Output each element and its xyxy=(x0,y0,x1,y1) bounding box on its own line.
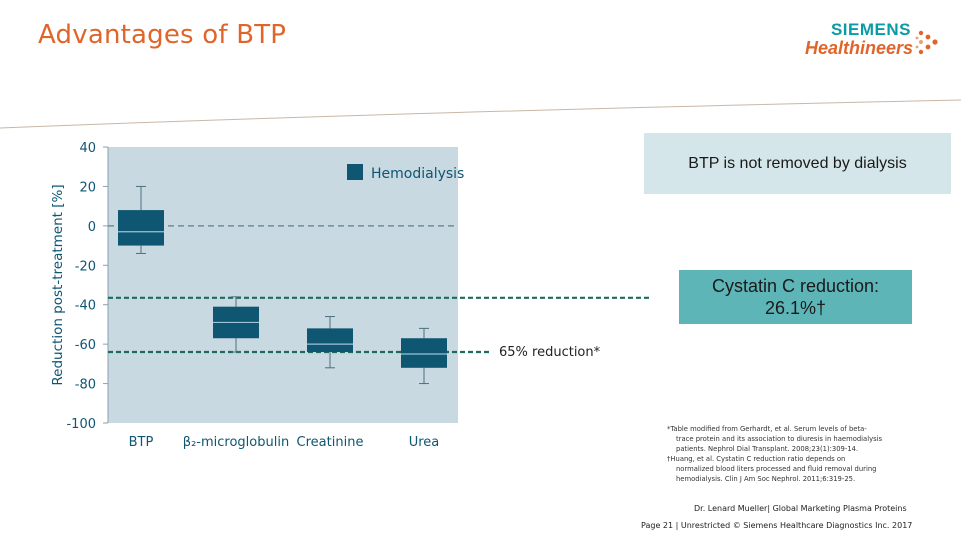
y-tick-label: 0 xyxy=(88,220,96,235)
x-tick-label: Creatinine xyxy=(297,435,364,450)
footnote-line: †Huang, et al. Cystatin C reduction rati… xyxy=(667,455,846,463)
box-body xyxy=(118,210,164,246)
page-footer: Page 21 | Unrestricted © Siemens Healthc… xyxy=(641,521,913,530)
slide-title: Advantages of BTP xyxy=(38,20,287,50)
cystatin-reduction-callout: Cystatin C reduction: 26.1%† xyxy=(679,270,912,324)
x-tick-label: BTP xyxy=(129,435,154,450)
y-tick-label: -20 xyxy=(75,259,96,274)
logo-line1: SIEMENS xyxy=(830,20,911,39)
y-tick-label: -100 xyxy=(66,417,96,432)
y-axis-label: Reduction post-treatment [%] xyxy=(50,184,66,385)
footnote-line: patients. Nephrol Dial Transplant. 2008;… xyxy=(676,445,859,453)
y-tick-label: -80 xyxy=(75,378,96,393)
logo-line2: Healthineers xyxy=(804,38,913,58)
legend-label: Hemodialysis xyxy=(371,166,464,182)
footnote-line: *Table modified from Gerhardt, et al. Se… xyxy=(667,425,867,433)
footnote-line: normalized blood liters processed and fl… xyxy=(676,465,877,473)
y-tick-label: -40 xyxy=(75,299,96,314)
legend-swatch xyxy=(347,164,363,180)
x-tick-label: Urea xyxy=(409,435,440,450)
y-tick-label: -60 xyxy=(75,338,96,353)
box-body xyxy=(307,328,353,353)
siemens-healthineers-logo: SIEMENS Healthineers xyxy=(805,20,941,64)
logo-dots-icon xyxy=(915,30,938,55)
footnote-line: hemodialysis. Clin J Am Soc Nephrol. 201… xyxy=(676,475,856,483)
box-body xyxy=(401,338,447,368)
not-removed-callout: BTP is not removed by dialysis xyxy=(644,133,951,194)
y-tick-label: 40 xyxy=(79,141,96,156)
footnotes: *Table modified from Gerhardt, et al. Se… xyxy=(667,424,927,484)
reduction-label: 65% reduction* xyxy=(497,345,603,360)
plot-background xyxy=(108,147,458,423)
presenter-footer: Dr. Lenard Mueller| Global Marketing Pla… xyxy=(694,504,907,513)
footnote-line: trace protein and its association to diu… xyxy=(676,435,883,443)
y-tick-label: 20 xyxy=(79,180,96,195)
x-tick-label: β₂-microglobulin xyxy=(183,435,289,450)
